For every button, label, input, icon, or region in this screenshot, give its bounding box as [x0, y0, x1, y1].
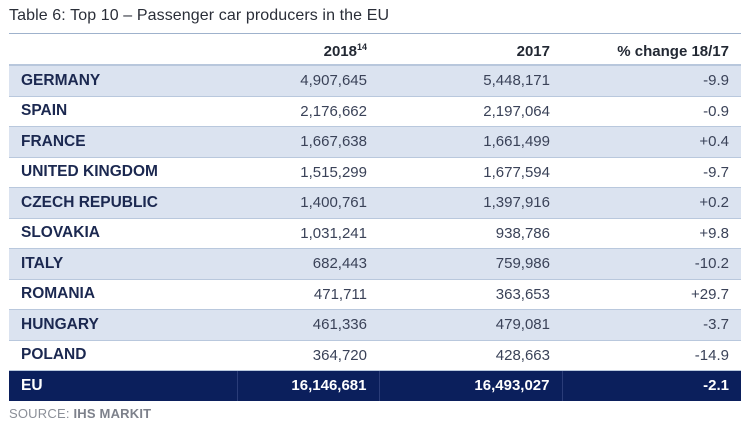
- table-row: ROMANIA 471,711 363,653 +29.7: [9, 279, 741, 310]
- total-label: EU: [9, 370, 237, 401]
- header-country: [9, 38, 237, 66]
- value-2018: 364,720: [237, 340, 379, 371]
- value-2017: 1,677,594: [379, 157, 562, 188]
- source-note: SOURCE: IHS MARKIT: [9, 406, 151, 421]
- value-2018: 1,515,299: [237, 157, 379, 188]
- header-change: % change 18/17: [562, 38, 741, 66]
- country-name: ROMANIA: [9, 279, 237, 310]
- country-name: HUNGARY: [9, 309, 237, 341]
- value-2017: 2,197,064: [379, 96, 562, 127]
- value-2017: 1,397,916: [379, 187, 562, 219]
- percent-change: +0.2: [562, 187, 741, 219]
- percent-change: -9.9: [562, 65, 741, 97]
- value-2018: 4,907,645: [237, 65, 379, 97]
- header-2018: 201814: [237, 38, 379, 66]
- value-2018: 1,031,241: [237, 218, 379, 249]
- country-name: SPAIN: [9, 96, 237, 127]
- percent-change: +0.4: [562, 126, 741, 158]
- country-name: GERMANY: [9, 65, 237, 97]
- country-name: ITALY: [9, 248, 237, 280]
- value-2017: 428,663: [379, 340, 562, 371]
- table-row: POLAND 364,720 428,663 -14.9: [9, 340, 741, 371]
- car-producers-table: 201814 2017 % change 18/17 GERMANY 4,907…: [9, 38, 741, 401]
- percent-change: +29.7: [562, 279, 741, 310]
- total-row: EU 16,146,681 16,493,027 -2.1: [9, 370, 741, 401]
- country-name: CZECH REPUBLIC: [9, 187, 237, 219]
- total-2017: 16,493,027: [378, 370, 562, 401]
- country-name: FRANCE: [9, 126, 237, 158]
- value-2017: 759,986: [379, 248, 562, 280]
- source-value: IHS MARKIT: [73, 406, 152, 421]
- table-row: SLOVAKIA 1,031,241 938,786 +9.8: [9, 218, 741, 249]
- percent-change: -0.9: [562, 96, 741, 127]
- value-2018: 461,336: [237, 309, 379, 341]
- table-row: CZECH REPUBLIC 1,400,761 1,397,916 +0.2: [9, 187, 741, 219]
- table-row: ITALY 682,443 759,986 -10.2: [9, 248, 741, 280]
- percent-change: +9.8: [562, 218, 741, 249]
- table-row: GERMANY 4,907,645 5,448,171 -9.9: [9, 65, 741, 97]
- table-title: Table 6: Top 10 – Passenger car producer…: [9, 7, 390, 24]
- source-label: SOURCE:: [9, 406, 70, 421]
- footnote-marker: 14: [356, 41, 367, 52]
- value-2017: 5,448,171: [379, 65, 562, 97]
- header-2018-label: 2018: [323, 42, 357, 60]
- percent-change: -9.7: [562, 157, 741, 188]
- value-2017: 479,081: [379, 309, 562, 341]
- value-2018: 2,176,662: [237, 96, 379, 127]
- value-2017: 938,786: [379, 218, 562, 249]
- title-divider: [9, 33, 741, 34]
- table-row: HUNGARY 461,336 479,081 -3.7: [9, 309, 741, 341]
- value-2017: 363,653: [379, 279, 562, 310]
- header-2017: 2017: [379, 38, 562, 66]
- value-2017: 1,661,499: [379, 126, 562, 158]
- value-2018: 1,667,638: [237, 126, 379, 158]
- header-row: 201814 2017 % change 18/17: [9, 38, 741, 66]
- country-name: POLAND: [9, 340, 237, 371]
- value-2018: 471,711: [237, 279, 379, 310]
- total-change: -2.1: [561, 370, 741, 401]
- table-row: UNITED KINGDOM 1,515,299 1,677,594 -9.7: [9, 157, 741, 188]
- country-name: SLOVAKIA: [9, 218, 237, 249]
- table-row: SPAIN 2,176,662 2,197,064 -0.9: [9, 96, 741, 127]
- country-name: UNITED KINGDOM: [9, 157, 237, 188]
- value-2018: 1,400,761: [237, 187, 379, 219]
- total-2018: 16,146,681: [236, 370, 379, 401]
- percent-change: -10.2: [562, 248, 741, 280]
- percent-change: -3.7: [562, 309, 741, 341]
- percent-change: -14.9: [562, 340, 741, 371]
- value-2018: 682,443: [237, 248, 379, 280]
- table-row: FRANCE 1,667,638 1,661,499 +0.4: [9, 126, 741, 158]
